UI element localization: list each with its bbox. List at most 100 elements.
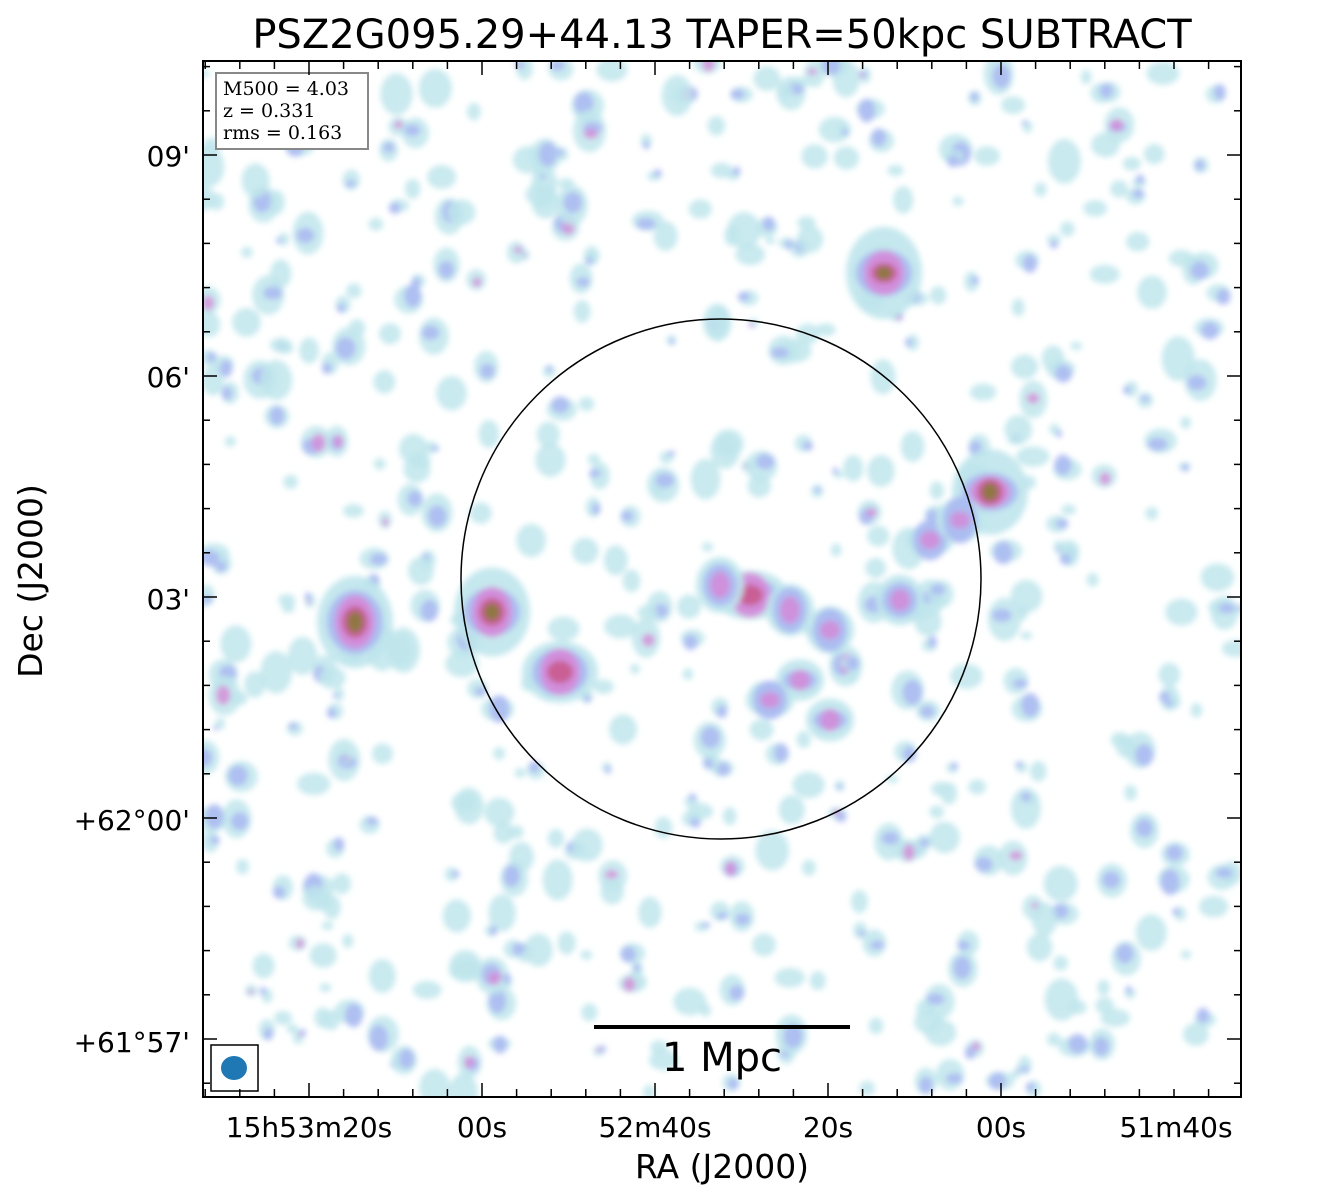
emission-blob (846, 669, 858, 683)
emission-blob (1218, 603, 1236, 614)
emission-blob (383, 142, 395, 153)
emission-blob (556, 148, 564, 157)
emission-blob (540, 174, 547, 180)
emission-blob (653, 221, 678, 251)
emission-blob (263, 286, 283, 300)
emission-blob (269, 337, 292, 353)
emission-blob (928, 635, 937, 648)
emission-blob (595, 1047, 601, 1052)
emission-blob (1194, 159, 1205, 171)
emission-blob (737, 291, 750, 302)
emission-blob (732, 166, 741, 176)
x-tick-label: 00s (457, 1111, 507, 1144)
emission-blob (1089, 264, 1120, 284)
emission-blob (688, 793, 697, 801)
emission-blob (830, 543, 842, 557)
plot-frame (202, 60, 1242, 1098)
beam-box (210, 1044, 259, 1092)
emission-blob (1110, 180, 1129, 198)
emission-blob (512, 942, 524, 956)
emission-blob (1099, 83, 1114, 98)
emission-blob (724, 225, 740, 246)
emission-blob (547, 660, 573, 684)
emission-blob (252, 953, 275, 979)
emission-blob (753, 66, 781, 91)
emission-blob (545, 365, 554, 372)
emission-blob (1200, 563, 1235, 592)
emission-blob (326, 707, 337, 719)
emission-blob (1183, 1022, 1209, 1046)
emission-blob (1020, 631, 1033, 640)
emission-blob (701, 542, 714, 552)
emission-blob (951, 762, 958, 770)
emission-blob (1026, 933, 1053, 962)
emission-blob (394, 120, 403, 129)
emission-blob (1196, 1007, 1210, 1024)
emission-blob (1049, 240, 1058, 249)
info-box: M500 = 4.03 z = 0.331 rms = 0.163 (215, 72, 369, 150)
emission-blob (346, 283, 362, 299)
emission-blob (571, 828, 603, 862)
emission-blob (710, 433, 740, 469)
emission-blob (382, 517, 389, 527)
emission-blob (1004, 415, 1033, 445)
emission-blob (969, 383, 997, 401)
emission-blob (420, 599, 439, 622)
emission-blob (945, 1073, 963, 1084)
emission-blob (309, 943, 337, 968)
emission-blob (846, 656, 859, 672)
emission-blob (585, 256, 594, 265)
emission-blob (604, 614, 638, 639)
emission-blob (278, 594, 296, 606)
plot-area: M500 = 4.03 z = 0.331 rms = 0.163 1 Mpc (202, 60, 1242, 1098)
emission-blob (467, 102, 481, 121)
emission-blob (321, 1009, 340, 1031)
emission-blob (269, 406, 285, 426)
emission-blob (399, 1048, 415, 1069)
emission-blob (228, 765, 248, 786)
emission-blob (333, 837, 345, 852)
emission-blob (802, 441, 814, 451)
emission-blob (503, 865, 521, 888)
emission-blob (620, 946, 636, 963)
emission-blob (464, 1056, 475, 1069)
emission-blob (867, 455, 895, 487)
emission-blob (536, 421, 560, 448)
emission-blob (205, 804, 224, 829)
emission-blob (230, 812, 249, 831)
emission-blob (1059, 553, 1071, 565)
emission-blob (488, 894, 516, 932)
emission-blob (648, 1049, 678, 1071)
y-tick-label: 09' (147, 140, 190, 173)
emission-blob (557, 931, 576, 955)
emission-blob (716, 705, 728, 719)
emission-blob (524, 933, 553, 967)
emission-blob (451, 870, 460, 878)
emission-blob (212, 726, 219, 731)
emission-blob (580, 949, 593, 960)
emission-blob (673, 987, 707, 1016)
emission-blob (716, 912, 729, 920)
emission-blob (904, 338, 913, 347)
emission-blob (1021, 120, 1028, 126)
emission-blob (574, 92, 594, 115)
emission-blob (1126, 231, 1150, 252)
emission-blob (667, 450, 676, 457)
emission-blob (638, 896, 662, 929)
emission-blob (273, 1010, 293, 1026)
emission-blob (982, 482, 998, 502)
emission-blob (368, 959, 396, 993)
emission-blob (1015, 761, 1023, 768)
emission-blob (332, 873, 352, 895)
emission-blob (1135, 914, 1167, 951)
emission-blob (1021, 1066, 1030, 1073)
emission-blob (404, 124, 421, 137)
emission-blob (1123, 385, 1131, 395)
emission-blob (1001, 96, 1026, 114)
emission-blob (578, 396, 595, 412)
emission-blob (859, 1080, 875, 1096)
y-axis-label: Dec (J2000) (11, 484, 50, 678)
emission-blob (1055, 430, 1063, 438)
emission-blob (1147, 437, 1168, 451)
emission-blob (1122, 156, 1141, 171)
